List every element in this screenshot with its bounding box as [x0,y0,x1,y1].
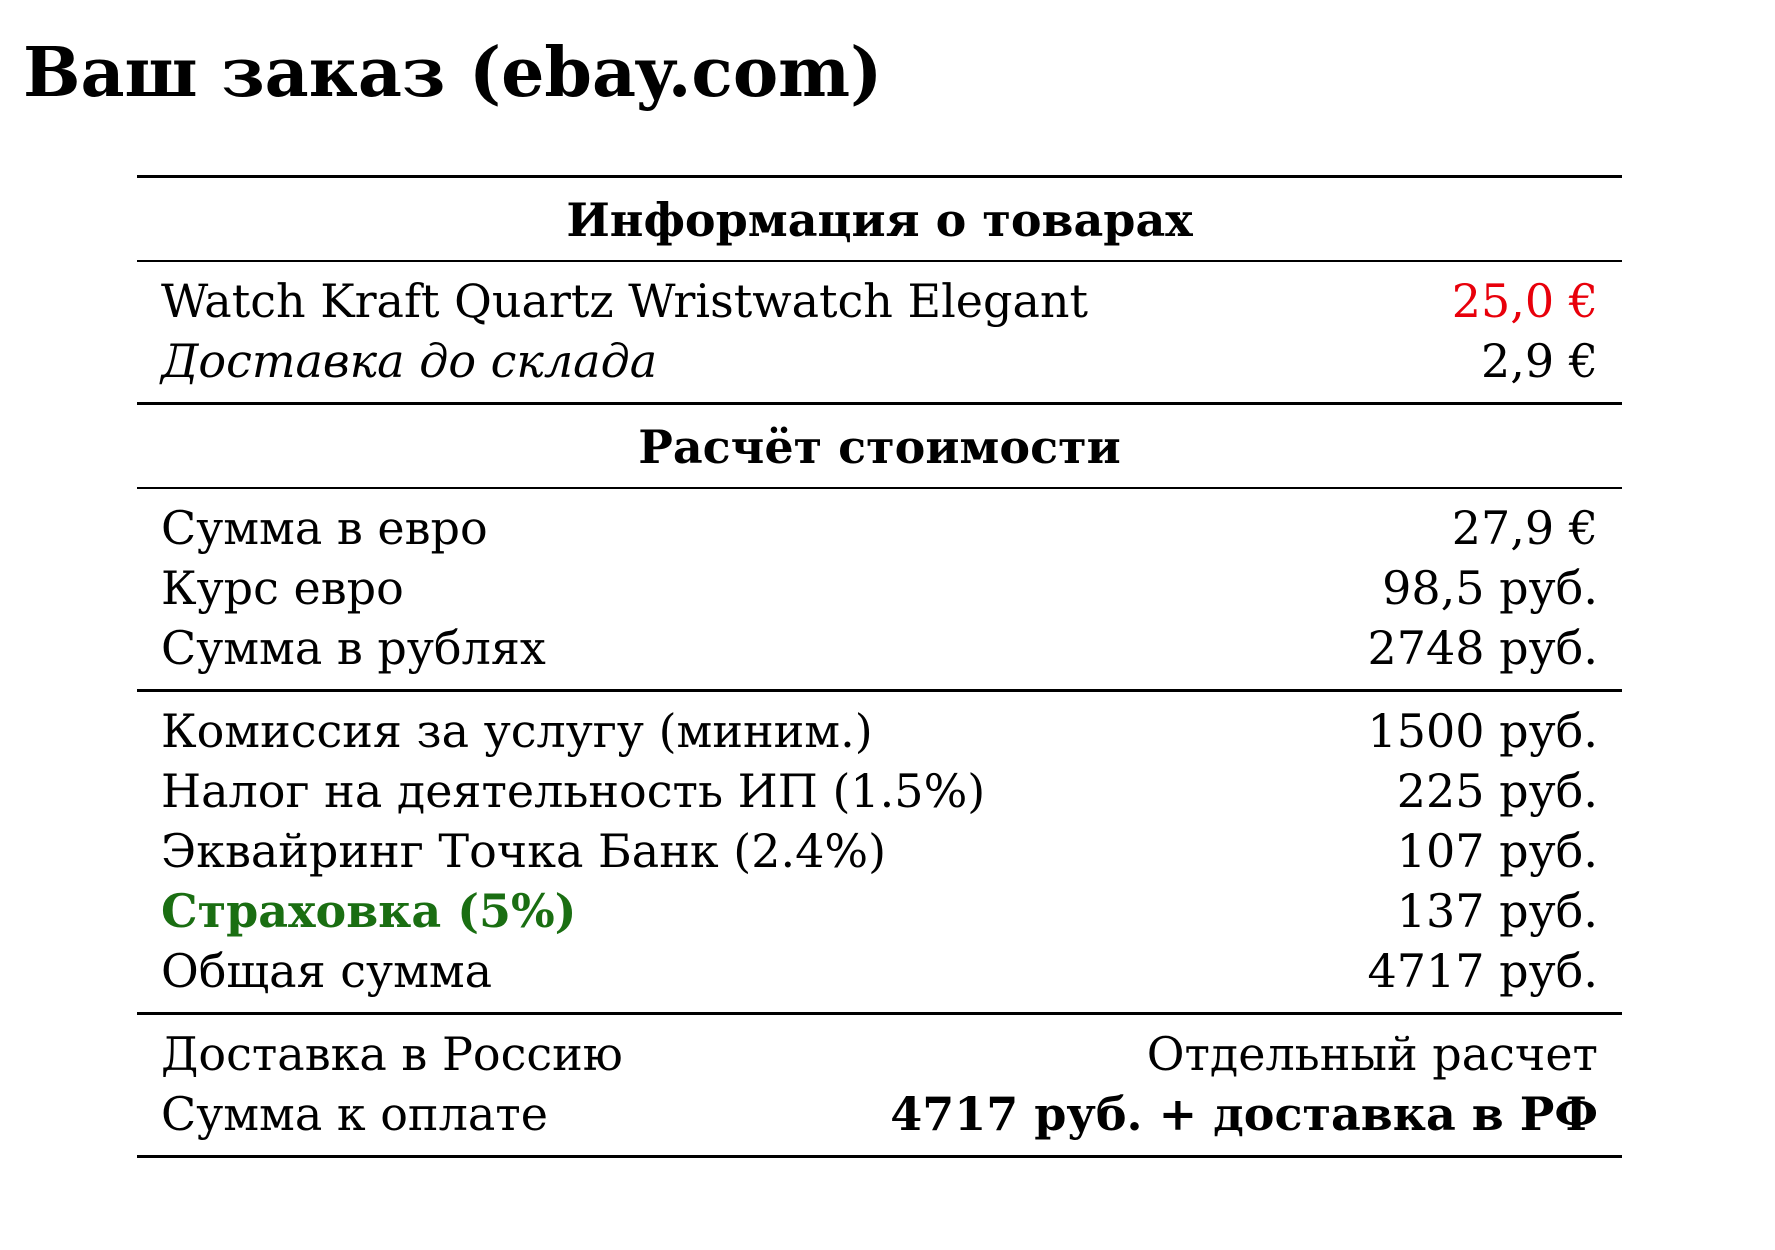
amount-due-row: Сумма к оплате 4717 руб. + доставка в РФ [137,1084,1622,1144]
eur-rate-row: Курс евро 98,5 руб. [137,558,1622,618]
conversion-rows: Сумма в евро 27,9 € Курс евро 98,5 руб. … [137,489,1622,689]
amount-due-label: Сумма к оплате [161,1087,548,1141]
cost-header-rule [137,487,1622,489]
sum-rub-row: Сумма в рублях 2748 руб. [137,618,1622,678]
insurance-label: Страховка (5%) [161,884,577,938]
service-fee-value: 1500 руб. [1367,704,1598,758]
total-label: Общая сумма [161,944,493,998]
table-bottom-rule [137,1155,1622,1158]
insurance-row: Страховка (5%) 137 руб. [137,881,1622,941]
acquiring-row: Эквайринг Точка Банк (2.4%) 107 руб. [137,821,1622,881]
tax-label: Налог на деятельность ИП (1.5%) [161,764,986,818]
goods-section-rule [137,402,1622,405]
goods-header-rule [137,260,1622,262]
tax-row: Налог на деятельность ИП (1.5%) 225 руб. [137,761,1622,821]
russia-shipping-value: Отдельный расчет [1146,1027,1598,1081]
table-top-rule [137,175,1622,178]
sum-rub-value: 2748 руб. [1367,621,1598,675]
item-row: Watch Kraft Quartz Wristwatch Elegant 25… [137,271,1622,331]
item-name: Watch Kraft Quartz Wristwatch Elegant [161,274,1089,328]
total-value: 4717 руб. [1367,944,1598,998]
service-fee-row: Комиссия за услугу (миним.) 1500 руб. [137,701,1622,761]
warehouse-shipping-label: Доставка до склада [161,334,658,388]
goods-section-header: Информация о товарах [566,193,1193,247]
sum-eur-label: Сумма в евро [161,501,488,555]
fees-rule [137,1012,1622,1015]
sum-rub-label: Сумма в рублях [161,621,546,675]
total-row: Общая сумма 4717 руб. [137,941,1622,1001]
service-fee-label: Комиссия за услугу (миним.) [161,704,873,758]
conversion-rule [137,689,1622,692]
insurance-value: 137 руб. [1396,884,1598,938]
fee-rows: Комиссия за услугу (миним.) 1500 руб. На… [137,692,1622,1012]
item-price: 25,0 € [1451,274,1598,328]
sum-eur-value: 27,9 € [1451,501,1598,555]
acquiring-value: 107 руб. [1396,824,1598,878]
eur-rate-label: Курс евро [161,561,404,615]
russia-shipping-label: Доставка в Россию [161,1027,623,1081]
tax-value: 225 руб. [1396,764,1598,818]
goods-rows: Watch Kraft Quartz Wristwatch Elegant 25… [137,262,1622,402]
eur-rate-value: 98,5 руб. [1382,561,1598,615]
sum-eur-row: Сумма в евро 27,9 € [137,498,1622,558]
final-rows: Доставка в Россию Отдельный расчет Сумма… [137,1015,1622,1155]
acquiring-label: Эквайринг Точка Банк (2.4%) [161,824,887,878]
page-title: Ваш заказ (ebay.com) [23,33,883,113]
russia-shipping-row: Доставка в Россию Отдельный расчет [137,1024,1622,1084]
order-summary-table: Информация о товарах Watch Kraft Quartz … [137,175,1622,1158]
warehouse-shipping-row: Доставка до склада 2,9 € [137,331,1622,391]
warehouse-shipping-value: 2,9 € [1480,334,1598,388]
cost-section-header: Расчёт стоимости [638,420,1121,474]
amount-due-value: 4717 руб. + доставка в РФ [890,1087,1598,1141]
